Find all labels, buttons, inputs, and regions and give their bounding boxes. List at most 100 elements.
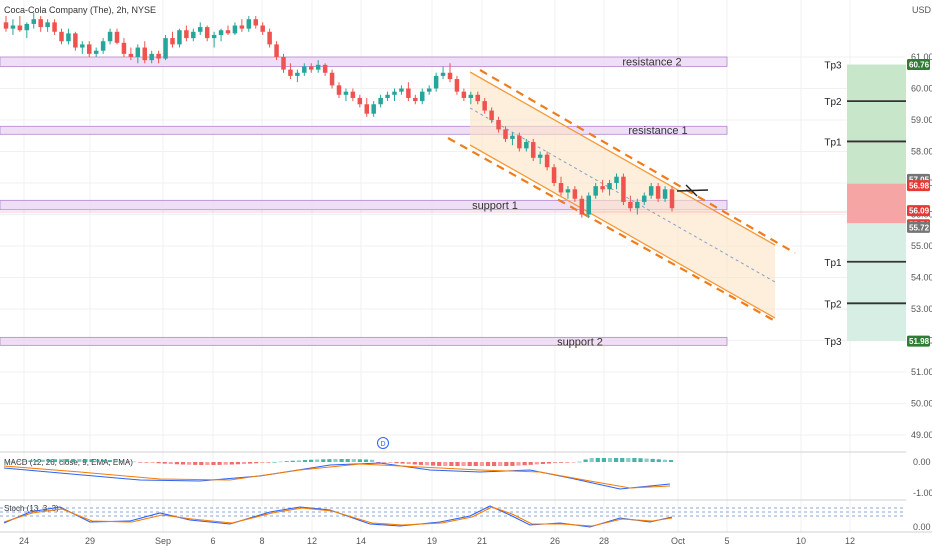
price-tick-2: 59.00 bbox=[911, 115, 932, 125]
candle-body-0 bbox=[3, 22, 9, 29]
candle-60 bbox=[419, 88, 425, 105]
time-axis[interactable]: 24 29 Sep 6 8 12 14 19 21 26 28 Oct 5 10 12 bbox=[19, 536, 855, 546]
macd-hist-bar-58 bbox=[357, 459, 362, 462]
candle-body-63 bbox=[440, 72, 446, 76]
candle-45 bbox=[315, 60, 321, 73]
candle-58 bbox=[406, 82, 411, 102]
currency-label: USD bbox=[912, 5, 932, 15]
macd-hist-bar-2 bbox=[16, 461, 21, 462]
candle-body-19 bbox=[135, 47, 141, 57]
macd-hist-bar-107 bbox=[656, 459, 661, 462]
candle-body-48 bbox=[336, 85, 342, 95]
candle-body-89 bbox=[621, 176, 626, 202]
macd-hist-bar-60 bbox=[370, 459, 375, 462]
candle-body-37 bbox=[260, 25, 265, 32]
time-label-11: Oct bbox=[671, 536, 686, 546]
macd-hist-bar-49 bbox=[302, 460, 308, 462]
time-label-0: 24 bbox=[19, 536, 29, 546]
price-tag-5 bbox=[907, 221, 930, 233]
stoch-pane[interactable]: Stoch (13, 3, 3) 0.00 bbox=[0, 504, 931, 532]
macd-hist-bar-83 bbox=[510, 462, 515, 466]
candlestick-series[interactable] bbox=[3, 12, 675, 218]
price-tag-2 bbox=[907, 180, 930, 192]
candle-body-18 bbox=[128, 53, 134, 57]
macd-hist-bar-18 bbox=[113, 460, 118, 462]
stoch-k-line bbox=[3, 505, 673, 528]
macd-hist-bar-37 bbox=[229, 462, 234, 465]
candle-body-91 bbox=[635, 201, 640, 209]
symbol-title[interactable]: Coca-Cola Company (The), 2h, NYSE bbox=[4, 5, 156, 15]
candle-92 bbox=[641, 192, 647, 206]
tp-stop-zone bbox=[847, 183, 906, 224]
macd-hist-bar-77 bbox=[473, 462, 478, 466]
macd-hist-bar-108 bbox=[662, 459, 667, 462]
macd-hist-bar-93 bbox=[571, 462, 576, 463]
candle-71 bbox=[496, 116, 501, 133]
candle-body-58 bbox=[406, 88, 411, 98]
candle-body-6 bbox=[45, 22, 50, 28]
candle-body-86 bbox=[600, 186, 605, 190]
macd-hist-bar-40 bbox=[248, 462, 253, 464]
candle-53 bbox=[371, 101, 376, 117]
candle-1 bbox=[10, 19, 16, 35]
macd-hist-bar-109 bbox=[668, 460, 674, 462]
candle-30 bbox=[211, 31, 217, 48]
macd-hist-bar-44 bbox=[272, 461, 277, 463]
candle-28 bbox=[197, 22, 203, 35]
candle-82 bbox=[572, 186, 578, 202]
candle-63 bbox=[440, 66, 446, 80]
candle-body-17 bbox=[121, 42, 127, 54]
macd-hist-bar-29 bbox=[180, 462, 186, 465]
candle-3 bbox=[24, 22, 30, 39]
candle-body-54 bbox=[378, 97, 383, 105]
candle-64 bbox=[447, 63, 453, 83]
dividend-event-marker[interactable]: D bbox=[377, 437, 389, 449]
candle-75 bbox=[524, 138, 529, 152]
candle-body-29 bbox=[204, 27, 210, 39]
macd-hist-bar-17 bbox=[107, 460, 112, 462]
macd-hist-bar-52 bbox=[321, 459, 326, 462]
candle-38 bbox=[267, 28, 272, 48]
candle-body-60 bbox=[419, 91, 425, 102]
candle-body-68 bbox=[475, 94, 481, 102]
macd-hist-bar-46 bbox=[284, 461, 289, 462]
tp-profit-zone-upper bbox=[847, 64, 906, 184]
candle-10 bbox=[73, 31, 78, 51]
macd-hist-bar-3 bbox=[22, 460, 27, 462]
candle-body-39 bbox=[274, 44, 279, 57]
candle-body-93 bbox=[648, 186, 654, 196]
candle-body-52 bbox=[364, 104, 370, 114]
macd-hist-bar-47 bbox=[290, 460, 295, 462]
macd-pane[interactable]: MACD (12, 26, close, 9, EMA, EMA) 0.00 -1… bbox=[3, 457, 932, 498]
zone-2 bbox=[0, 199, 728, 211]
macd-hist-bar-99 bbox=[607, 458, 613, 462]
candle-72 bbox=[503, 126, 508, 143]
zone-label-3: support 2 bbox=[557, 336, 603, 348]
candle-body-59 bbox=[413, 97, 418, 102]
macd-hist-bar-85 bbox=[522, 462, 527, 466]
macd-hist-bar-4 bbox=[28, 460, 33, 462]
time-label-4: 8 bbox=[259, 536, 264, 546]
macd-hist-bar-65 bbox=[400, 462, 405, 464]
candle-body-53 bbox=[371, 104, 376, 114]
candle-22 bbox=[156, 50, 161, 64]
candle-body-38 bbox=[267, 31, 272, 45]
macd-hist-bar-26 bbox=[162, 462, 167, 464]
macd-line bbox=[3, 462, 671, 490]
macd-hist-bar-80 bbox=[492, 462, 497, 466]
macd-hist-bar-81 bbox=[498, 462, 503, 466]
zone-0 bbox=[0, 56, 728, 67]
macd-hist-bar-39 bbox=[241, 462, 247, 464]
price-tick-1: 60.00 bbox=[911, 84, 932, 94]
candle-body-11 bbox=[80, 44, 85, 48]
zone-label-1: resistance 1 bbox=[628, 125, 687, 137]
candle-74 bbox=[517, 132, 522, 152]
candle-51 bbox=[357, 94, 363, 108]
candle-body-55 bbox=[385, 94, 390, 98]
candle-body-73 bbox=[510, 135, 515, 139]
macd-hist-bar-22 bbox=[138, 462, 143, 463]
macd-hist-bar-104 bbox=[638, 458, 643, 462]
price-tick-10: 51.00 bbox=[911, 367, 932, 377]
